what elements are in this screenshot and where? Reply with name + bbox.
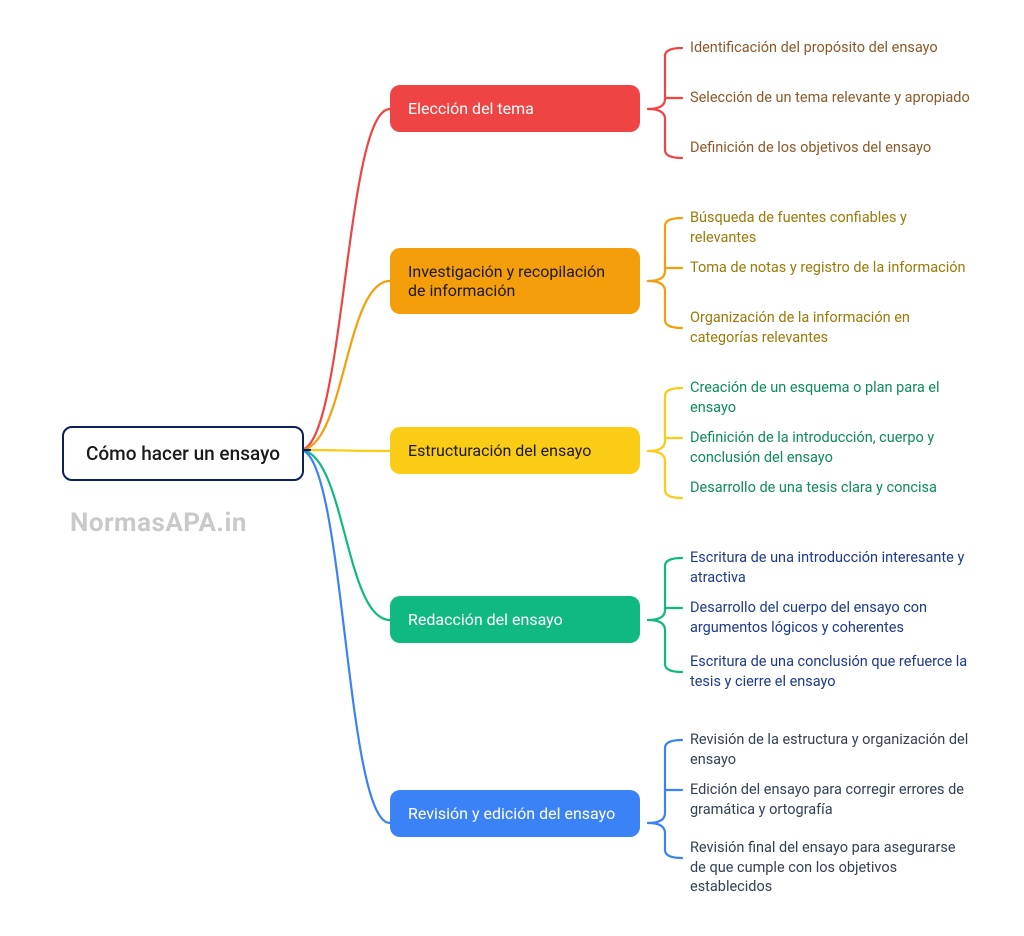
leaf-item: Escritura de una conclusión que refuerce… — [690, 652, 970, 691]
branch-estructuracion: Estructuración del ensayo — [390, 427, 640, 474]
leaf-item: Revisión de la estructura y organización… — [690, 730, 970, 769]
leaf-item: Definición de la introducción, cuerpo y … — [690, 428, 970, 467]
leaf-item: Identificación del propósito del ensayo — [690, 38, 970, 58]
leaf-item: Búsqueda de fuentes confiables y relevan… — [690, 208, 970, 247]
leaf-item: Desarrollo de una tesis clara y concisa — [690, 478, 970, 498]
leaf-item: Selección de un tema relevante y apropia… — [690, 88, 970, 108]
branch-eleccion: Elección del tema — [390, 85, 640, 132]
branch-label: Estructuración del ensayo — [408, 441, 591, 460]
leaf-item: Edición del ensayo para corregir errores… — [690, 780, 970, 819]
leaf-item: Revisión final del ensayo para asegurars… — [690, 838, 970, 897]
branch-label: Elección del tema — [408, 99, 534, 118]
branch-label: Revisión y edición del ensayo — [408, 804, 615, 823]
branch-label: Redacción del ensayo — [408, 610, 563, 629]
branch-label: Investigación y recopilación de informac… — [408, 262, 605, 300]
branch-revision: Revisión y edición del ensayo — [390, 790, 640, 837]
leaf-item: Creación de un esquema o plan para el en… — [690, 378, 970, 417]
leaf-item: Escritura de una introducción interesant… — [690, 548, 970, 587]
branch-investigacion: Investigación y recopilación de informac… — [390, 248, 640, 314]
leaf-item: Toma de notas y registro de la informaci… — [690, 258, 970, 278]
root-node: Cómo hacer un ensayo — [62, 426, 304, 481]
watermark-text: NormasAPA.in — [70, 508, 247, 538]
leaf-item: Desarrollo del cuerpo del ensayo con arg… — [690, 598, 970, 637]
branch-redaccion: Redacción del ensayo — [390, 596, 640, 643]
root-label: Cómo hacer un ensayo — [86, 442, 280, 465]
leaf-item: Organización de la información en catego… — [690, 308, 970, 347]
leaf-item: Definición de los objetivos del ensayo — [690, 138, 970, 158]
